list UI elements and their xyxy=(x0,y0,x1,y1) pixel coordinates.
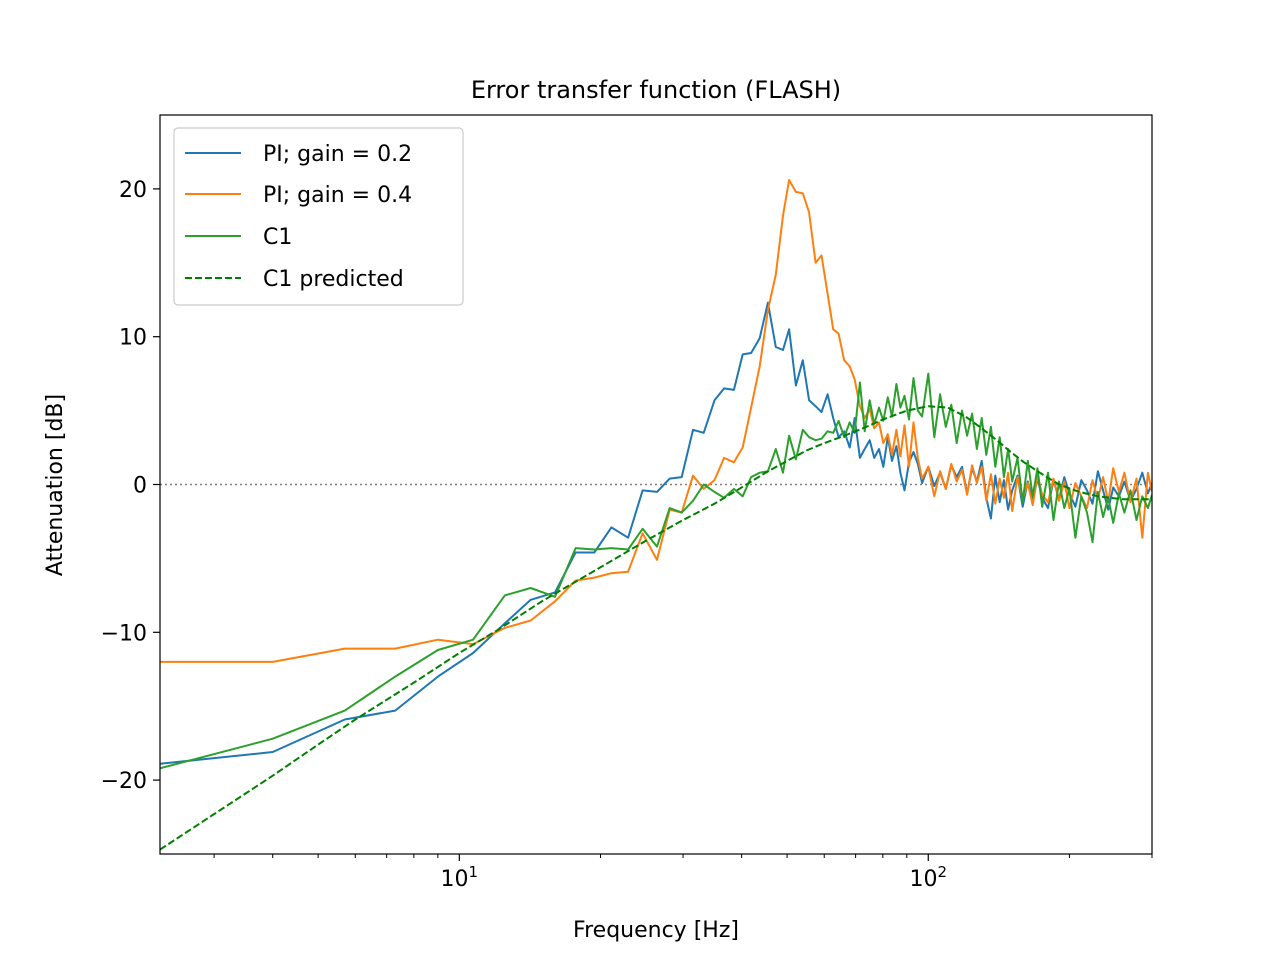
series-line-pi-gain-0-4 xyxy=(160,179,1152,663)
series-layer xyxy=(160,179,1152,851)
chart-title: Error transfer function (FLASH) xyxy=(471,76,841,104)
y-tick-label: 20 xyxy=(119,178,147,203)
series-line-pi-gain-0-2 xyxy=(160,301,1152,765)
legend-label-c1: C1 xyxy=(263,225,292,250)
y-tick-label: 10 xyxy=(119,326,147,351)
y-tick-label: 0 xyxy=(133,474,147,499)
legend-label-c1-predicted: C1 predicted xyxy=(263,267,404,292)
y-axis: −20 −10 0 10 20 xyxy=(101,178,160,794)
legend-box xyxy=(173,127,464,306)
y-tick-label: −20 xyxy=(101,769,147,794)
x-tick-label: 102 xyxy=(909,863,947,892)
legend: PI; gain = 0.2 PI; gain = 0.4 C1 C1 pred… xyxy=(173,127,464,306)
series-line-c1 xyxy=(160,372,1152,770)
x-axis-label: Frequency [Hz] xyxy=(573,918,739,943)
y-tick-label: −10 xyxy=(101,621,147,646)
legend-label-pi-gain-0-4: PI; gain = 0.4 xyxy=(263,183,412,208)
legend-label-pi-gain-0-2: PI; gain = 0.2 xyxy=(263,142,412,167)
x-tick-label: 101 xyxy=(441,863,479,892)
x-axis: 101 102 xyxy=(213,854,1153,892)
y-axis-label: Attenuation [dB] xyxy=(43,394,68,576)
